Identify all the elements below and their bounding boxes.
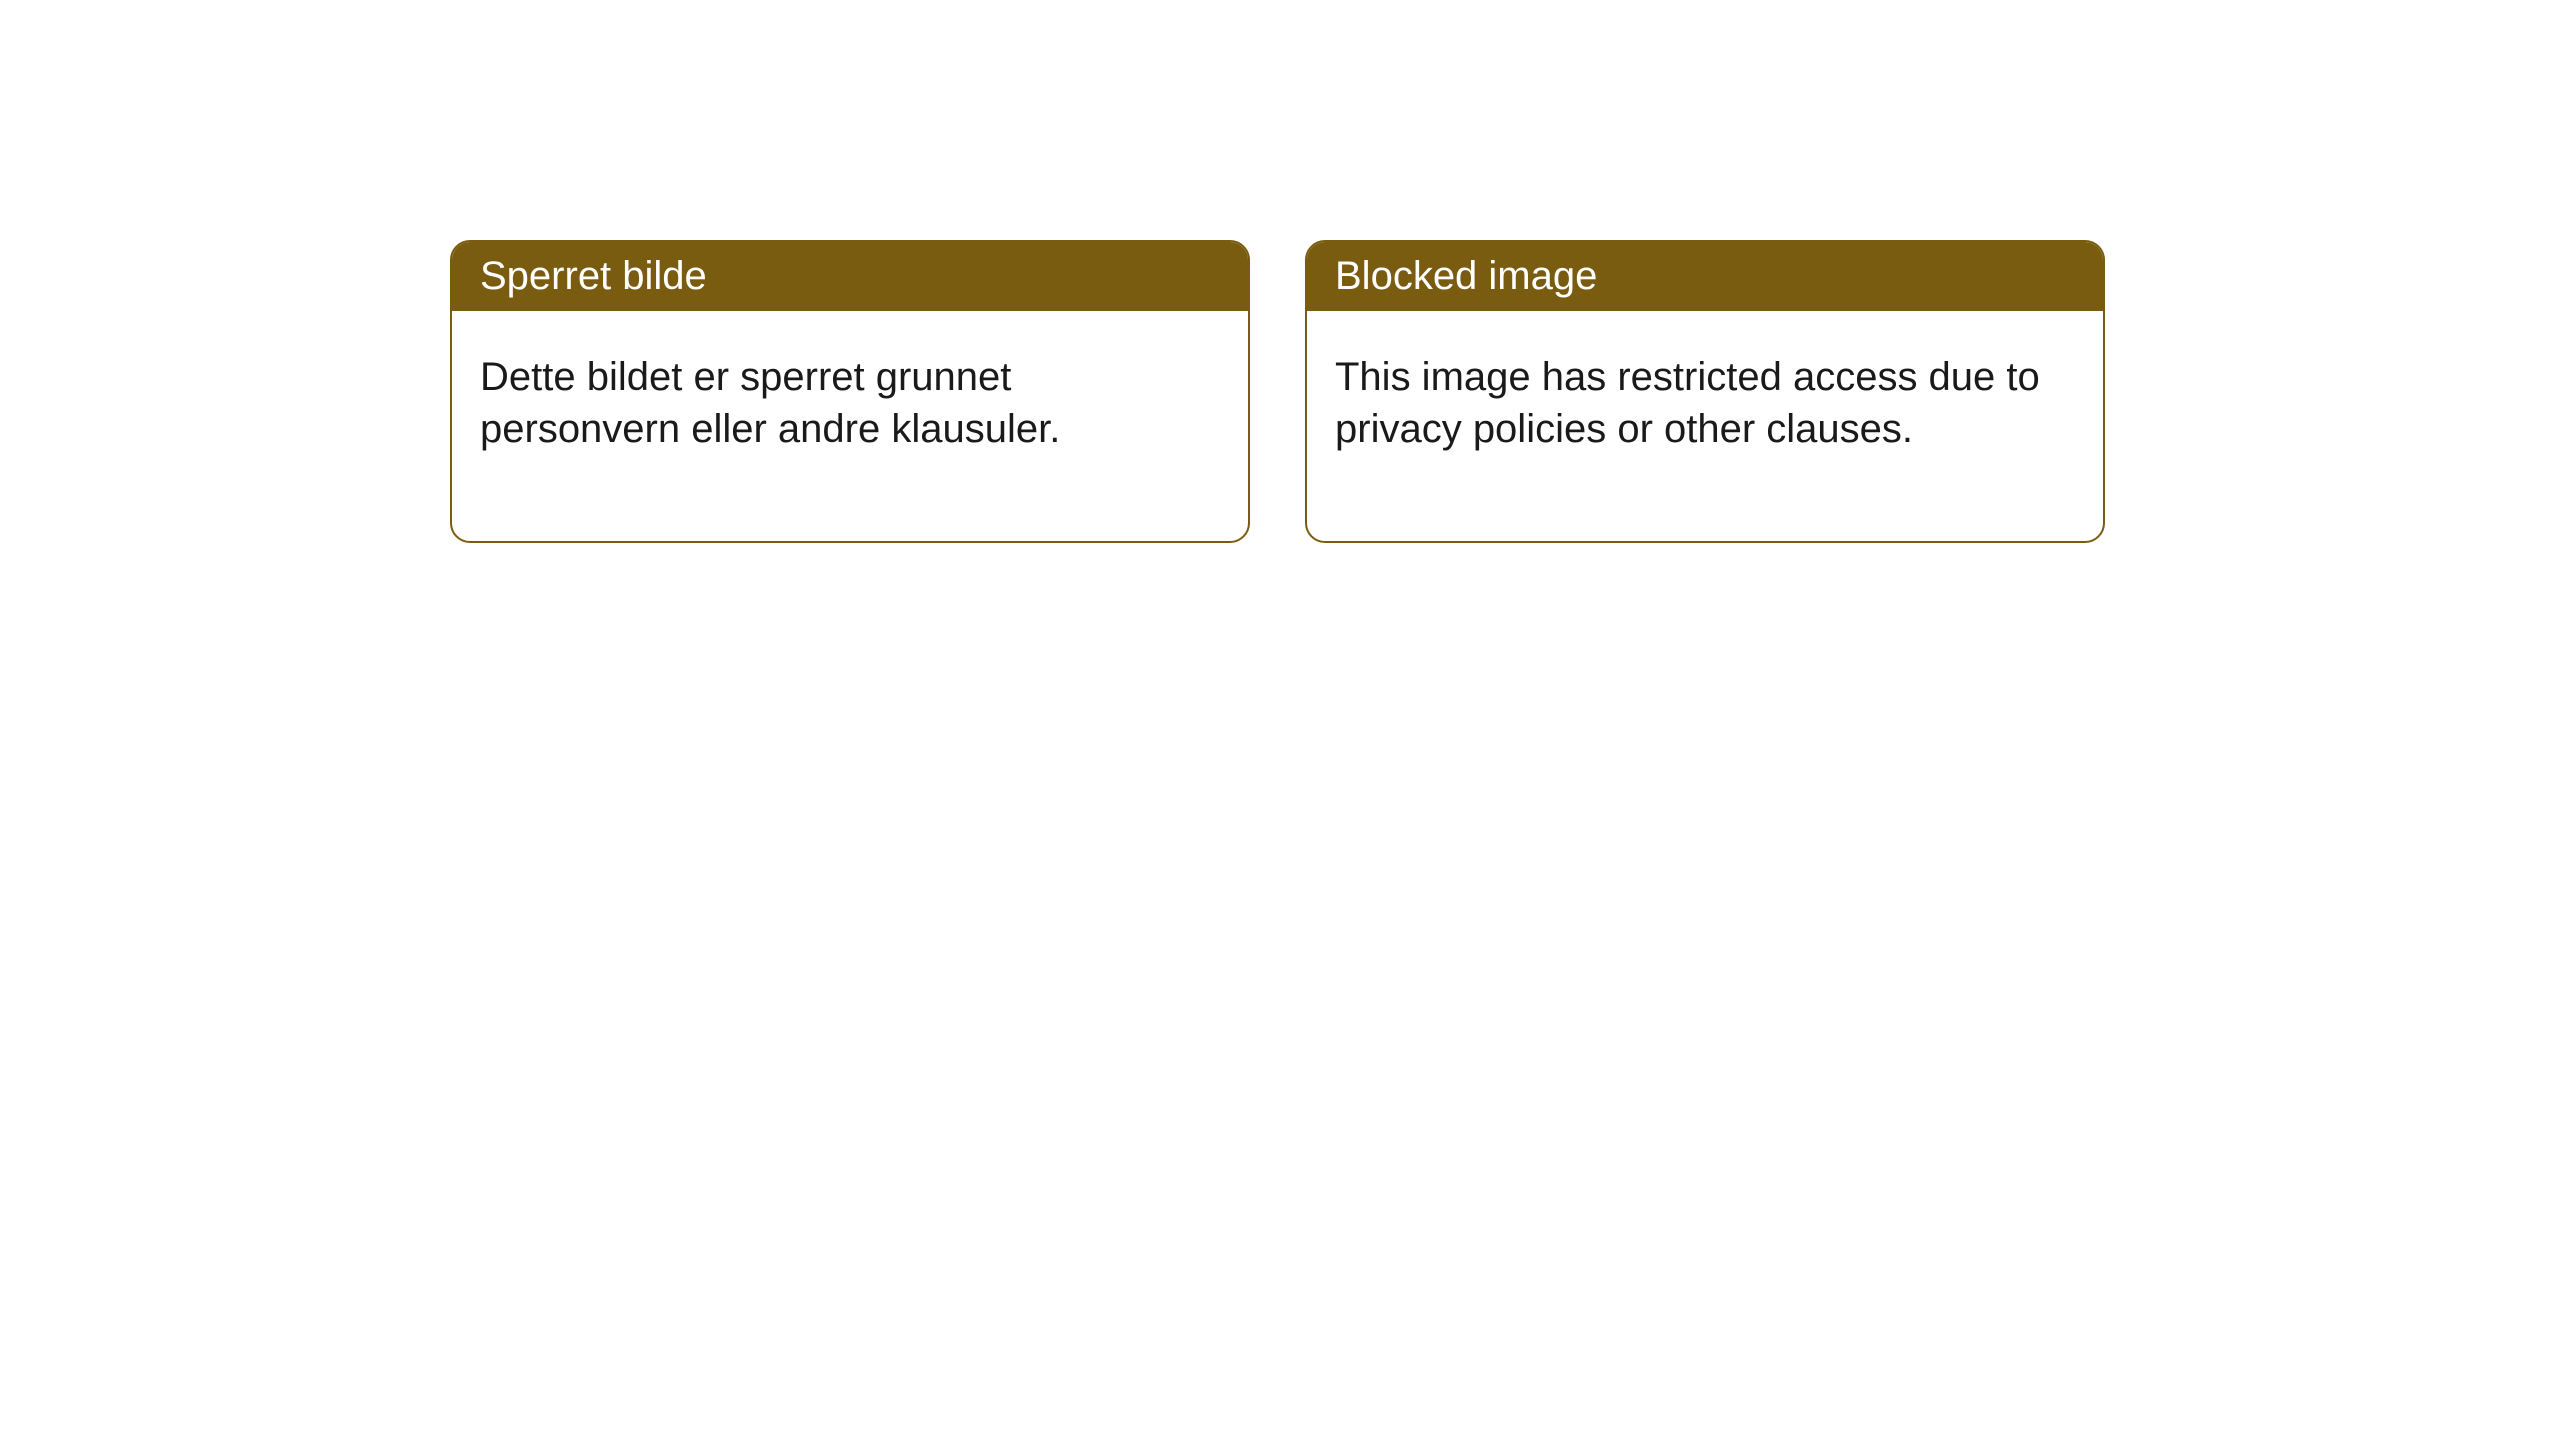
notice-message: Dette bildet er sperret grunnet personve… bbox=[480, 355, 1060, 451]
notice-card-english: Blocked image This image has restricted … bbox=[1305, 240, 2105, 543]
notice-container: Sperret bilde Dette bildet er sperret gr… bbox=[450, 240, 2105, 543]
notice-card-norwegian: Sperret bilde Dette bildet er sperret gr… bbox=[450, 240, 1250, 543]
notice-title: Blocked image bbox=[1335, 254, 1597, 298]
notice-message: This image has restricted access due to … bbox=[1335, 355, 2040, 451]
notice-body: Dette bildet er sperret grunnet personve… bbox=[452, 311, 1248, 541]
notice-body: This image has restricted access due to … bbox=[1307, 311, 2103, 541]
notice-header: Sperret bilde bbox=[452, 242, 1248, 311]
notice-title: Sperret bilde bbox=[480, 254, 707, 298]
notice-header: Blocked image bbox=[1307, 242, 2103, 311]
